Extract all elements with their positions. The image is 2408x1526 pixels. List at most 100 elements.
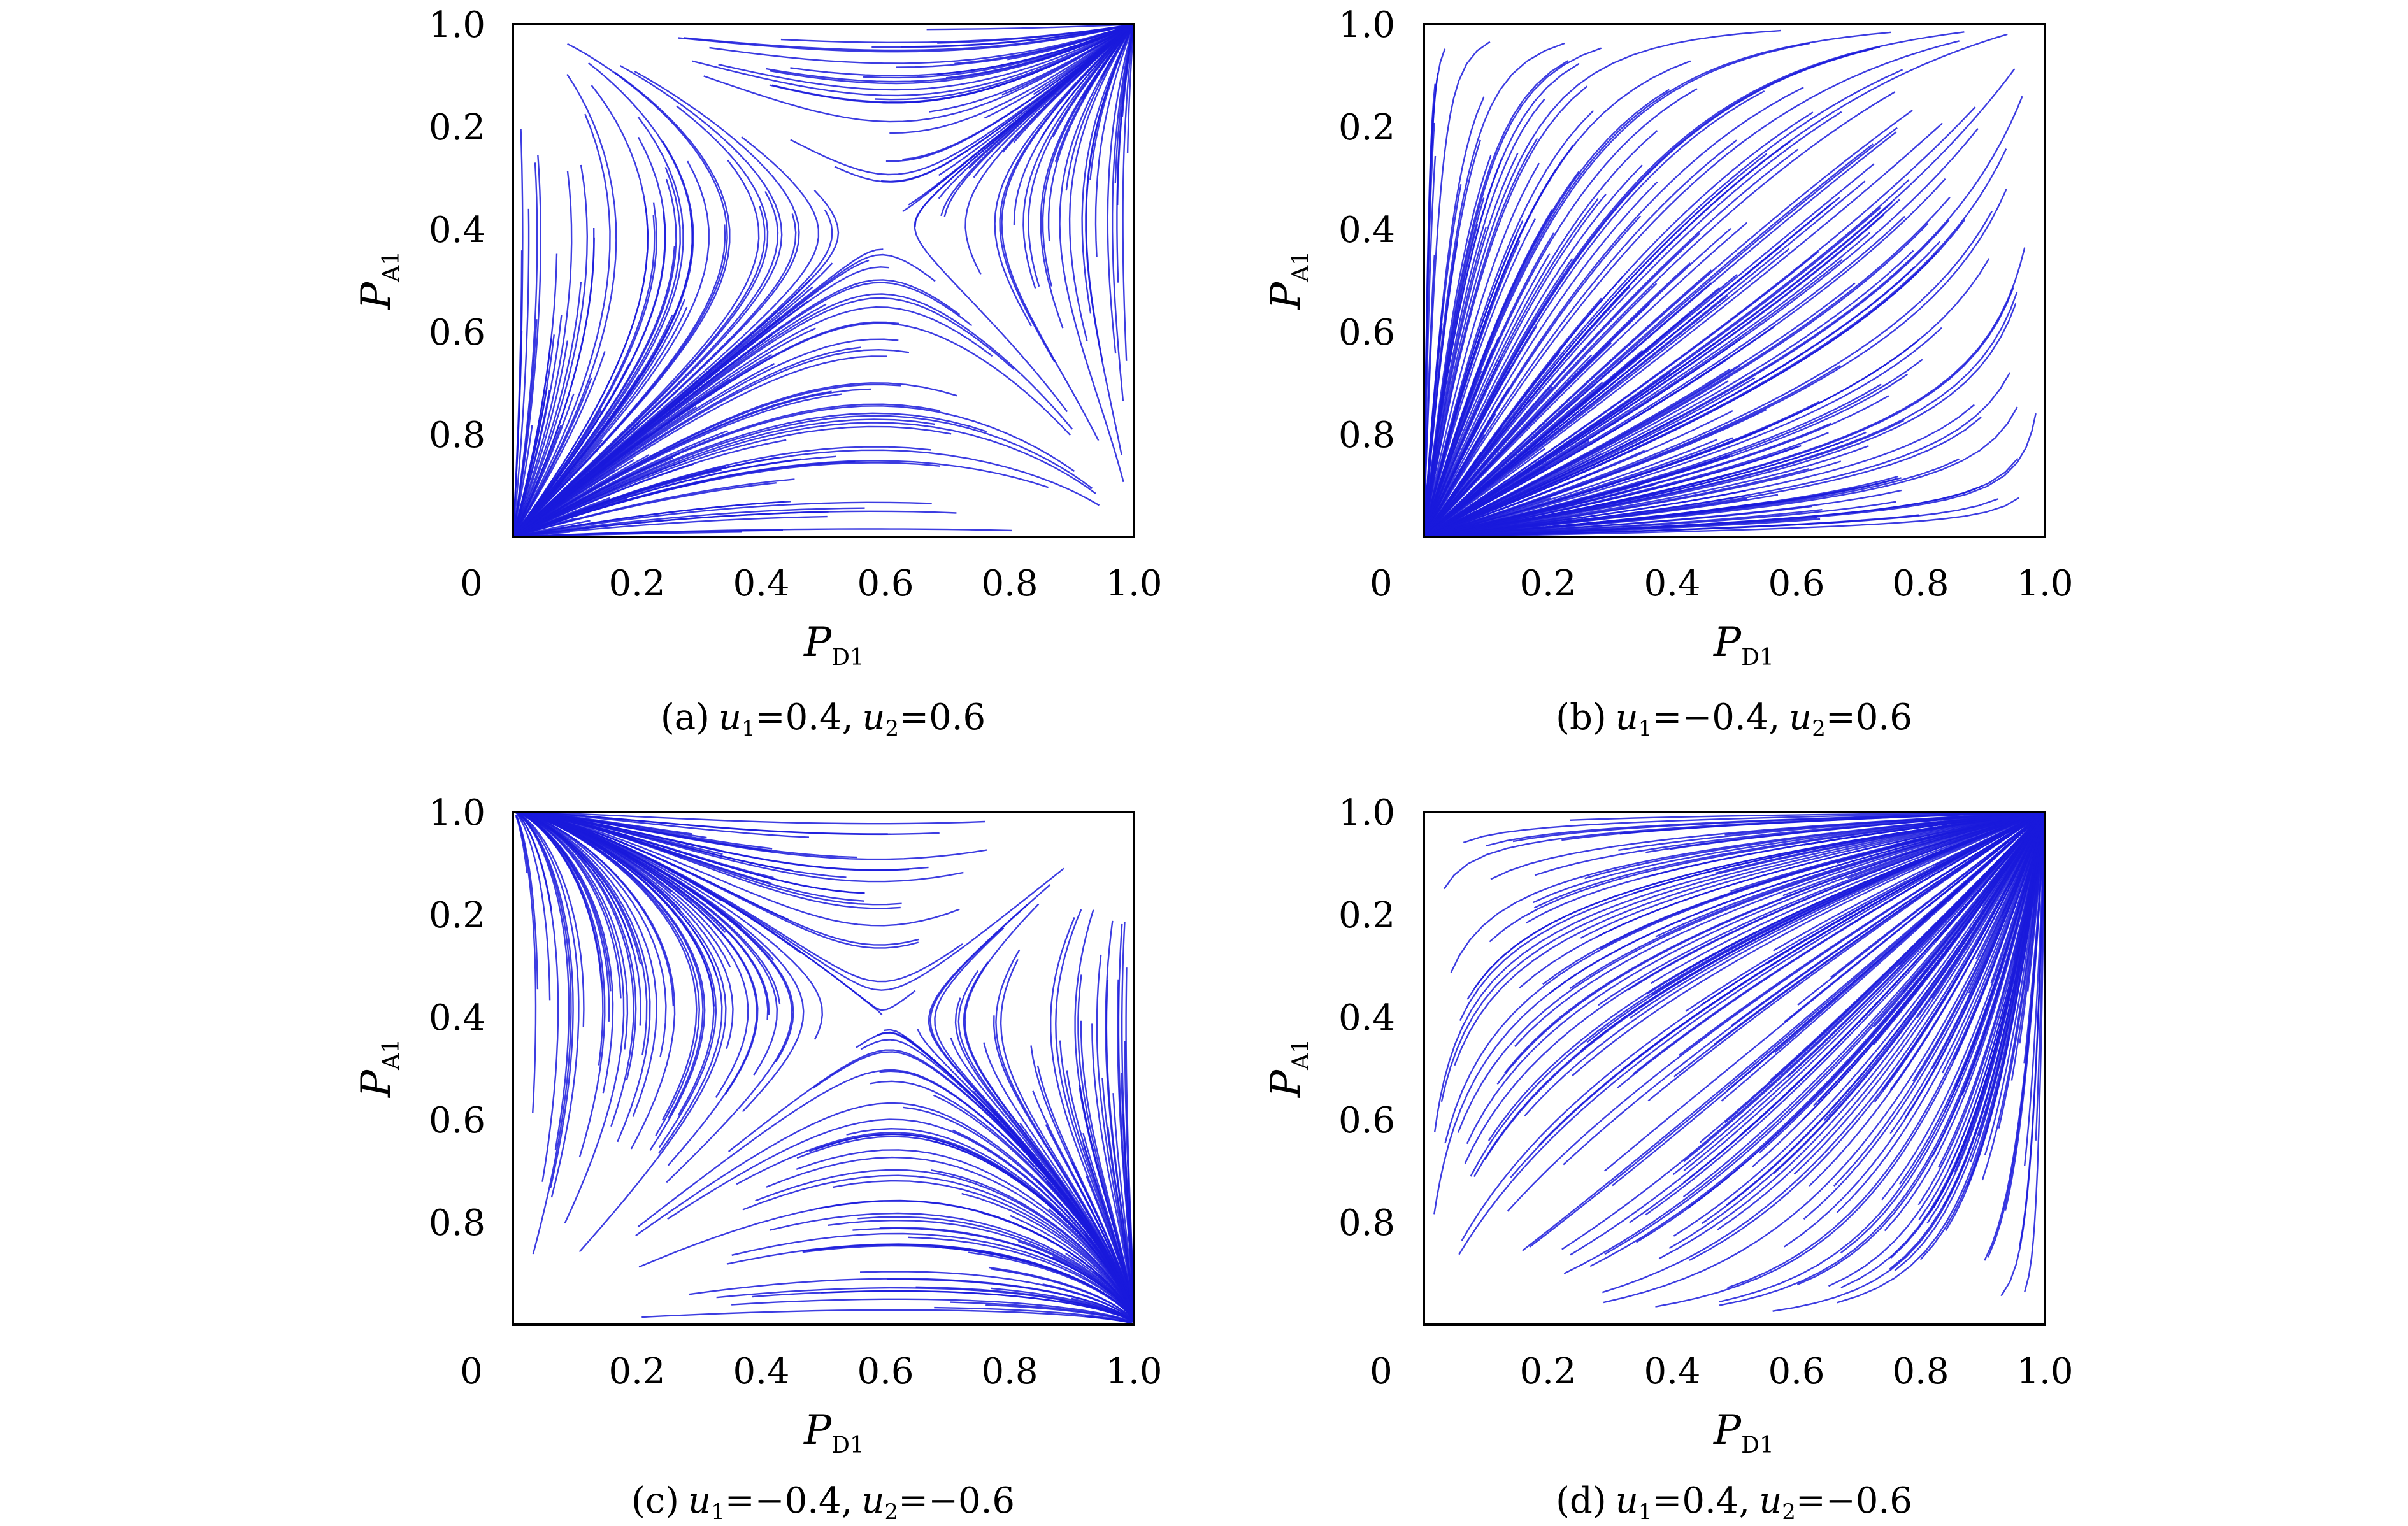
x-tick-label: 0 [1370,563,1393,604]
y-tick-label: 0.2 [429,895,485,936]
streamline [1081,27,1133,314]
x-tick-label: 1.0 [1105,563,1162,604]
x-axis-label: PD1 [1713,619,1774,671]
streamline [1094,27,1134,257]
streamline [513,483,563,536]
streamline [1423,29,1781,534]
streamline [1484,813,2040,1160]
streamline [520,811,774,960]
streamline [514,116,684,535]
streamline [1423,42,1565,536]
streamline [518,813,570,1150]
x-axis-label: PD1 [803,619,864,671]
streamline [1629,816,2042,1223]
streamline [1519,811,2042,989]
streamline [512,282,582,536]
streamline [1430,179,1910,534]
streamline [1645,811,2046,1216]
streamline [742,1174,1135,1322]
streamline [1428,222,1747,532]
streamline [1122,25,1135,361]
y-tick-label: 0.2 [1338,895,1395,936]
streamline [513,227,595,535]
streamline [731,1232,1133,1319]
streamline [973,26,1131,178]
streamline [1529,816,2040,1248]
streamline [1424,138,1538,531]
streamline [1721,816,2040,1102]
y-axis-label: PA1 [1263,1039,1314,1098]
caption: (c) u1=−0.4, u2=−0.6 [631,1480,1015,1525]
streamline [1425,69,1903,534]
x-tick-label: 0.4 [733,1351,789,1392]
streamline [518,811,789,921]
streamline [517,811,604,1066]
y-tick-label: 1.0 [1338,792,1395,834]
x-tick-label: 0.2 [608,1351,665,1392]
streamline [934,1306,1129,1323]
streamline [1716,818,2042,1231]
streamline [1425,180,1866,536]
x-tick-label: 0.6 [857,563,914,604]
streamline [1503,811,2044,1074]
x-tick-label: 0.2 [1519,1351,1576,1392]
streamline [1423,110,1595,536]
streamline [677,24,1133,53]
streamline [1426,148,1798,534]
streamline [1047,25,1134,242]
panel-c: 0.2 0.4 0.6 0.8 1.0 0 0.2 0.4 0.6 0.8 1.… [353,792,1163,1525]
y-tick-label: 0.8 [429,415,485,456]
streamline [515,816,528,873]
y-tick-label: 0.4 [1338,997,1395,1039]
streamline [1430,327,1942,536]
y-tick-label: 0.6 [429,312,485,353]
streamline [1091,1023,1135,1319]
streamline [1424,251,1819,538]
streamline [513,253,558,534]
streamline [1112,25,1135,401]
streamline [516,71,731,534]
y-tick-label: 0.8 [1338,415,1395,456]
streamline [1961,813,2046,1096]
y-tick-label: 0.2 [429,107,485,148]
streamline [2000,813,2046,1297]
y-tick-label: 0.8 [429,1202,485,1244]
streamlines-d [1433,811,2046,1312]
streamline [1602,815,2044,1294]
streamline [1424,292,2018,538]
streamline [515,815,539,990]
streamline [1572,812,2043,1077]
streamline [1426,111,1842,534]
y-tick-label: 0.8 [1338,1202,1395,1244]
streamline [934,1246,1133,1320]
streamline [513,85,649,536]
streamline [512,208,530,533]
streamline [515,434,649,536]
streamline [1425,128,1979,537]
streamline [991,1268,1135,1323]
y-tick-label: 0.6 [429,1100,485,1141]
streamline [1424,48,1874,534]
x-tick-label: 1.0 [2016,1351,2073,1392]
streamline [1085,25,1134,455]
x-tick-label: 0.4 [1644,1351,1700,1392]
streamline [1068,26,1133,341]
streamline [1425,450,1645,538]
streamline [984,24,1135,119]
streamline [1549,811,2045,994]
streamline [1984,813,2046,1261]
streamline [1424,171,1580,533]
streamline [834,25,1133,183]
y-tick-label: 0.6 [1338,312,1395,353]
streamline [1651,813,2039,995]
x-tick-label: 1.0 [2016,563,2073,604]
streamline [1424,139,1737,534]
streamline [1429,199,1900,534]
streamline [1702,818,2042,1224]
streamline [1683,815,2043,1162]
streamline [515,159,760,534]
streamline [1563,812,2045,1274]
streamline [1427,364,1841,537]
